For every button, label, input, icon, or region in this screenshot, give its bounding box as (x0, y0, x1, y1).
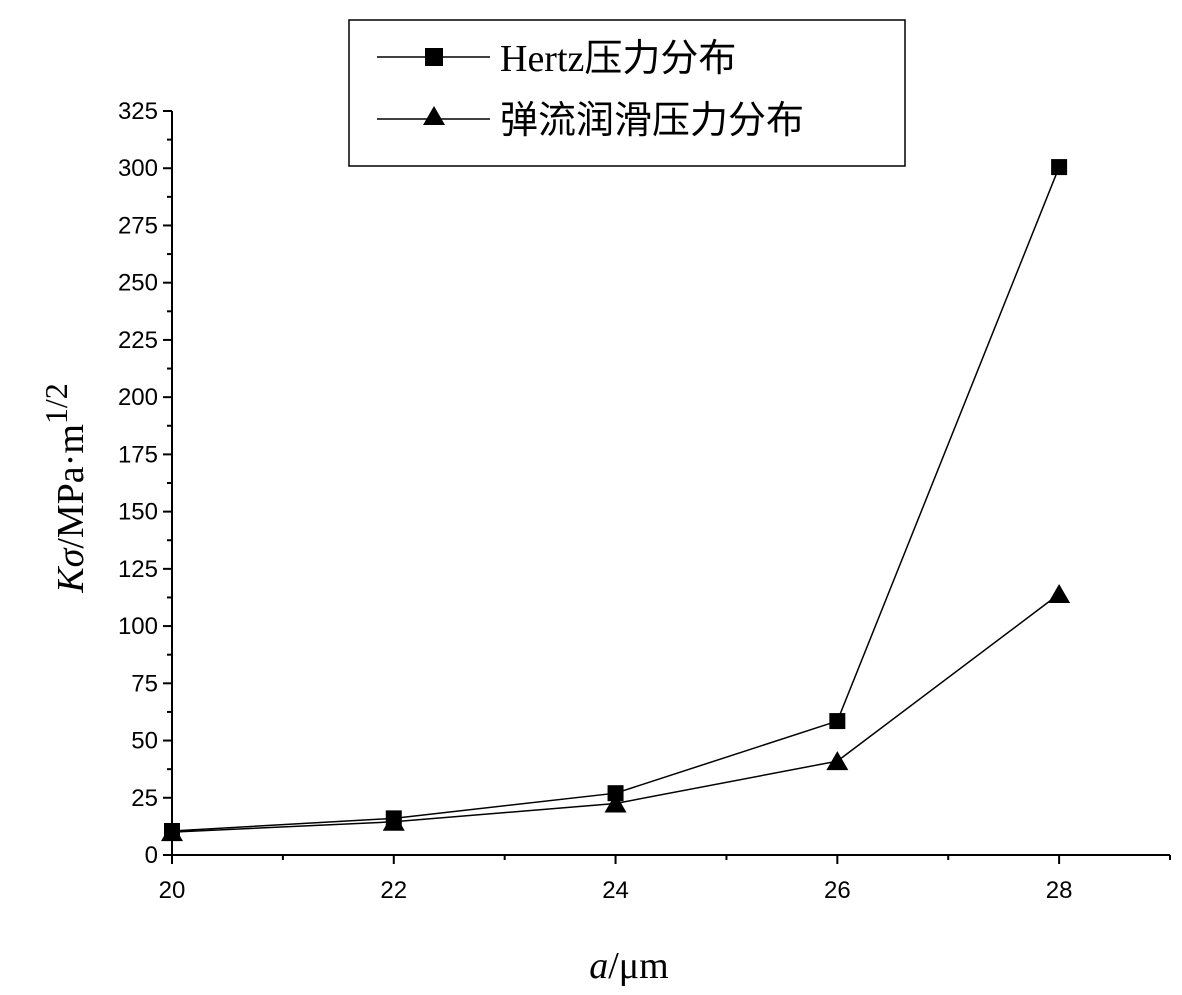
axes: 0 25 50 75 100 125 150 175 200 225 250 275 300 325 20 2… (118, 98, 1171, 904)
y-tick-label: 150 (118, 499, 158, 526)
x-tick-label: 20 (159, 877, 186, 904)
data-point-hertz-square (1051, 159, 1068, 176)
y-tick-label: 25 (131, 785, 158, 812)
x-tick-label: 28 (1046, 877, 1073, 904)
series-line-hertz (171, 166, 1060, 832)
legend-label-hertz: Hertz压力分布 (500, 38, 736, 80)
data-point-ehl-triangle (161, 822, 183, 842)
y-tick-label: 0 (145, 842, 158, 869)
y-tick-label: 300 (118, 155, 158, 182)
y-axis-title-unit: /MPa·m (50, 424, 92, 549)
y-tick-label: 50 (131, 728, 158, 755)
y-tick-label: 200 (118, 384, 158, 411)
data-point-ehl-triangle (604, 793, 627, 813)
series-layer (161, 159, 1071, 842)
y-tick-label: 275 (118, 212, 158, 239)
y-axis-title-superscript: 1/2 (38, 383, 74, 424)
data-point-hertz-square (829, 713, 846, 730)
legend: Hertz压力分布 弹流润滑压力分布 (348, 19, 906, 167)
legend-label-ehl: 弹流润滑压力分布 (500, 100, 804, 142)
data-point-ehl-triangle (826, 751, 849, 771)
x-tick-label: 24 (602, 877, 629, 904)
y-tick-label: 325 (118, 98, 158, 125)
legend-marker-triangle (423, 106, 445, 125)
x-axis-title-italic: a (589, 945, 608, 987)
x-axis-title: a/μm (589, 945, 669, 987)
y-tick-label: 175 (118, 441, 158, 468)
y-tick-label: 225 (118, 327, 158, 354)
y-tick-label: 250 (118, 270, 158, 297)
x-axis-title-unit: /μm (608, 945, 669, 987)
y-tick-label: 75 (131, 670, 158, 697)
x-tick-label: 26 (824, 877, 851, 904)
y-tick-label: 100 (118, 613, 158, 640)
legend-box (348, 19, 906, 167)
y-tick-label: 125 (118, 556, 158, 583)
data-point-ehl-triangle (382, 811, 405, 831)
data-point-hertz-square (607, 785, 624, 802)
data-point-ehl-triangle (1048, 584, 1071, 604)
y-axis-title-italic: Kσ (50, 547, 92, 593)
x-tick-label: 22 (380, 877, 407, 904)
y-axis-title: Kσ/MPa·m1/2 (38, 383, 92, 594)
legend-marker-square (425, 48, 443, 66)
